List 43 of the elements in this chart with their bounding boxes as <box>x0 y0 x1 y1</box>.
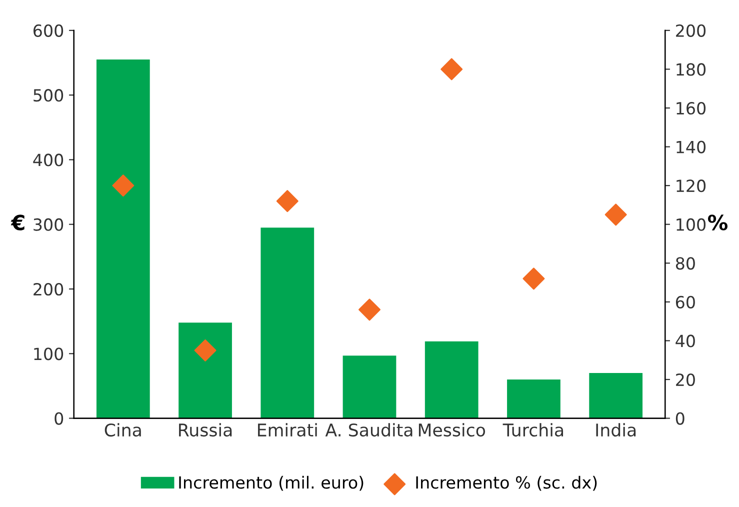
bar <box>96 60 150 418</box>
point <box>604 204 627 226</box>
point <box>276 190 298 212</box>
point <box>112 174 134 197</box>
y2-tick-label: 180 <box>676 63 706 76</box>
bar <box>178 322 232 418</box>
y2-tick-label: 100 <box>676 218 706 231</box>
x-tick-label: Cina <box>104 423 141 437</box>
point <box>194 339 216 362</box>
y2-tick-label: 140 <box>676 140 706 154</box>
y2-tick-label: 60 <box>676 296 695 308</box>
bar <box>260 228 314 418</box>
legend-label: Incremento (mil. euro) <box>179 476 364 491</box>
x-tick-label: Messico <box>418 423 486 437</box>
y2-tick-label: 0 <box>676 412 684 425</box>
y-tick-label: 100 <box>34 348 64 360</box>
y-tick-label: 0 <box>54 412 64 425</box>
y2-axis-title: % <box>708 214 728 230</box>
bar <box>589 373 643 418</box>
y-tick-label: 500 <box>34 89 64 102</box>
y-axis-title: € <box>10 214 24 230</box>
y2-tick-label: 120 <box>676 180 706 192</box>
y2-tick-label: 20 <box>676 373 695 386</box>
y-tick-label: 300 <box>34 218 64 231</box>
y-tick-label: 600 <box>34 24 64 37</box>
y2-tick-label: 40 <box>676 334 695 348</box>
legend-label: Incremento % (sc. dx) <box>416 476 597 491</box>
x-tick-label: India <box>596 423 636 437</box>
x-tick-label: Turchia <box>502 423 564 437</box>
y2-tick-label: 200 <box>676 24 706 37</box>
y2-tick-label: 160 <box>676 102 706 115</box>
bar <box>424 341 478 418</box>
point <box>522 268 545 290</box>
x-tick-label: Russia <box>179 423 232 437</box>
point <box>440 58 463 80</box>
y2-tick-label: 80 <box>676 257 695 270</box>
x-tick-label: A. Saudita <box>325 423 412 437</box>
x-tick-label: Emirati <box>258 423 317 437</box>
bar <box>507 379 560 418</box>
bar <box>342 356 396 418</box>
point <box>358 298 380 321</box>
y-tick-label: 400 <box>33 154 64 166</box>
y-tick-label: 200 <box>34 282 64 296</box>
